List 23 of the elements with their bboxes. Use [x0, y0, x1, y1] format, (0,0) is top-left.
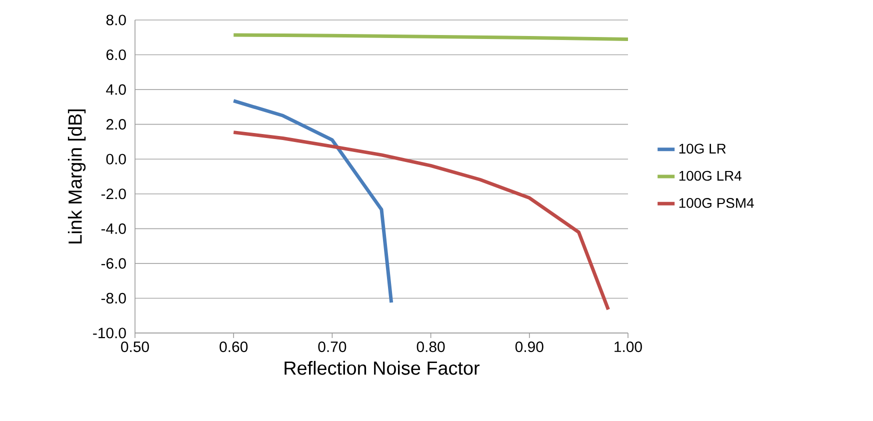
line-series — [232, 99, 394, 304]
y-axis-title: Link Margin [dB] — [68, 110, 86, 244]
legend-label: 100G LR4 — [679, 170, 742, 181]
y-tick-label: 6.0 — [106, 49, 126, 60]
legend-label: 100G PSM4 — [679, 198, 754, 208]
y-tick-label: -6.0 — [101, 258, 126, 269]
y-tick-label: -10.0 — [93, 328, 126, 338]
x-tick-label: 1.00 — [614, 342, 642, 352]
y-tick-label: 0.0 — [106, 154, 126, 164]
y-tick-label: -2.0 — [101, 188, 126, 200]
y-tick-label: -4.0 — [101, 223, 126, 234]
y-tick-label: 8.0 — [106, 14, 126, 26]
x-tick-label: 0.70 — [318, 342, 346, 352]
legend-label: 10G LR — [679, 144, 726, 154]
x-axis-title: Reflection Noise Factor — [284, 360, 480, 375]
line-series — [232, 130, 610, 312]
x-tick-label: 0.50 — [121, 342, 149, 352]
y-tick-label: -8.0 — [101, 292, 126, 304]
y-tick-label: 4.0 — [106, 84, 126, 95]
x-tick-label: 0.90 — [515, 342, 544, 352]
x-tick-label: 0.60 — [220, 342, 248, 352]
x-tick-label: 0.80 — [416, 342, 445, 352]
y-tick-label: 2.0 — [106, 119, 126, 130]
